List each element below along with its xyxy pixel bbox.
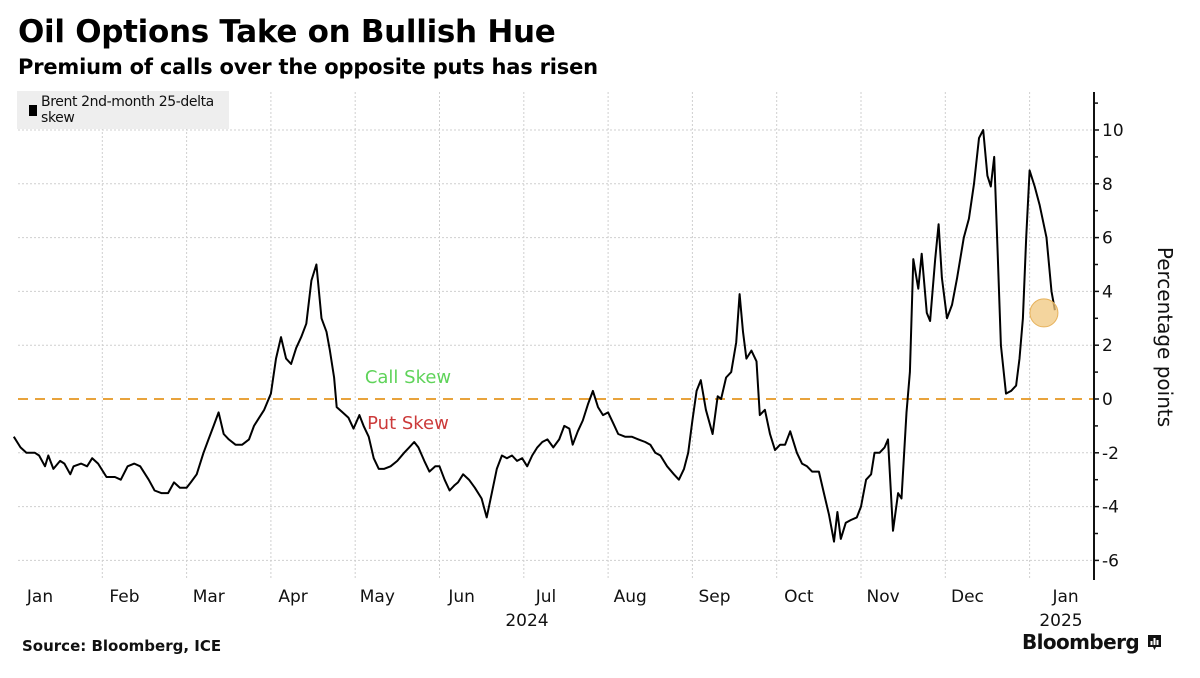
y-tick-label: 0 bbox=[1102, 390, 1113, 410]
x-axis: Jan Feb Mar Apr May Jun Jul Aug Sep Oct Nov Dec Jan 2… bbox=[26, 587, 1083, 631]
chart-title: Oil Options Take on Bullish Hue bbox=[18, 14, 556, 50]
put-skew-label: Put Skew bbox=[367, 413, 449, 434]
x-tick-label: Sep bbox=[699, 587, 731, 607]
x-tick-label: Jun bbox=[447, 587, 475, 607]
y-tick-label: 2 bbox=[1102, 336, 1113, 356]
source-note: Source: Bloomberg, ICE bbox=[22, 637, 222, 655]
x-tick-label: May bbox=[360, 587, 395, 607]
x-year-label: 2025 bbox=[1039, 611, 1082, 631]
x-tick-label: Dec bbox=[951, 587, 984, 607]
legend-swatch-icon bbox=[29, 104, 38, 116]
chart-subtitle: Premium of calls over the opposite puts … bbox=[18, 55, 598, 79]
x-tick-label: Oct bbox=[784, 587, 814, 607]
x-tick-label: Aug bbox=[614, 587, 647, 607]
y-tick-label: 6 bbox=[1102, 229, 1113, 249]
legend-label: Brent 2nd-month 25-delta skew bbox=[41, 94, 214, 126]
x-tick-label: Jan bbox=[1051, 587, 1078, 607]
x-tick-label: Feb bbox=[109, 587, 139, 607]
bloomberg-chart-icon bbox=[1148, 634, 1162, 650]
y-axis-label: Percentage points bbox=[1153, 247, 1177, 427]
x-tick-label: Nov bbox=[867, 587, 900, 607]
y-tick-label: -6 bbox=[1102, 551, 1119, 571]
y-axis: 10 8 6 4 2 0 -2 -4 -6 bbox=[1093, 92, 1124, 580]
y-tick-label: 4 bbox=[1102, 282, 1113, 302]
x-year-label: 2024 bbox=[505, 611, 548, 631]
x-tick-label: Apr bbox=[278, 587, 307, 607]
x-tick-label: Mar bbox=[193, 587, 225, 607]
x-tick-label: Jul bbox=[535, 587, 557, 607]
bloomberg-logo: Bloomberg bbox=[1022, 630, 1162, 654]
grid bbox=[18, 92, 1094, 580]
series-line-brent-skew bbox=[12, 129, 1056, 543]
y-tick-label: -4 bbox=[1102, 498, 1119, 518]
y-tick-label: 8 bbox=[1102, 175, 1113, 195]
x-tick-label: Jan bbox=[26, 587, 53, 607]
y-tick-label: 10 bbox=[1102, 121, 1124, 141]
y-tick-label: -2 bbox=[1102, 444, 1119, 464]
brand-text: Bloomberg bbox=[1022, 630, 1140, 654]
legend: Brent 2nd-month 25-delta skew bbox=[17, 91, 229, 129]
call-skew-label: Call Skew bbox=[365, 367, 451, 388]
highlight-marker bbox=[1029, 298, 1059, 328]
